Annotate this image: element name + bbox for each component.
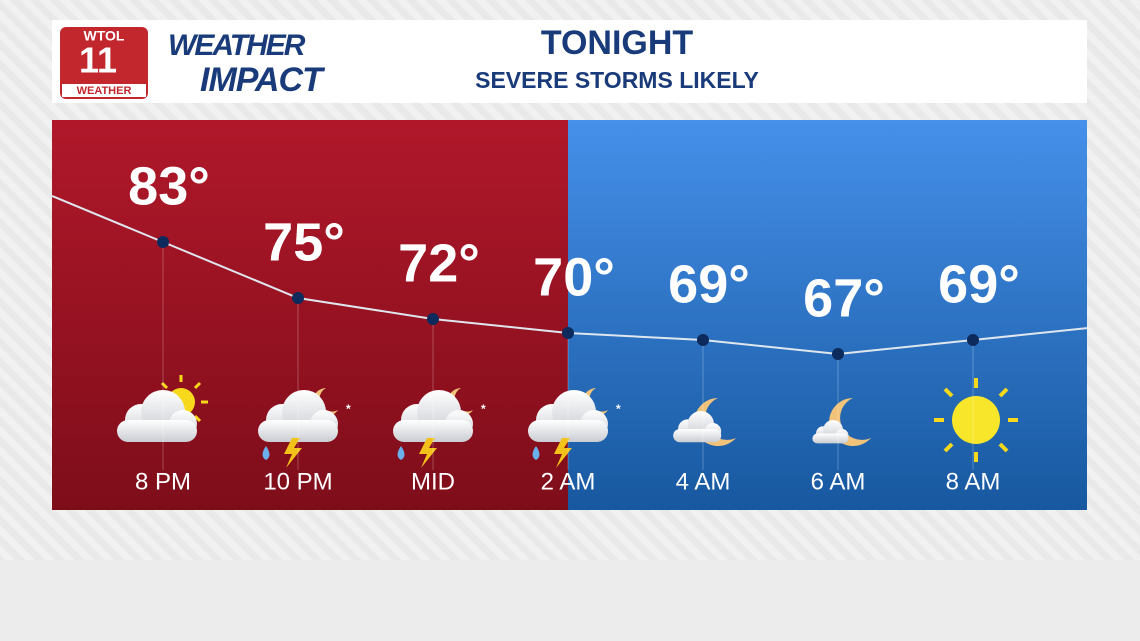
temperature-label: 69°	[668, 254, 750, 314]
temperature-label: 69°	[938, 254, 1020, 314]
header-bar	[52, 20, 1087, 103]
logo-station: WTOL	[84, 28, 125, 44]
point	[832, 348, 844, 360]
point	[562, 327, 574, 339]
line-extension	[51, 195, 164, 243]
line-extension	[972, 327, 1088, 341]
logo-label: WEATHER	[77, 85, 132, 97]
point	[967, 334, 979, 346]
brand-top: WEATHER	[168, 29, 306, 62]
time-label: 4 AM	[676, 468, 731, 495]
logo	[60, 27, 148, 99]
time-label: 6 AM	[811, 468, 866, 495]
logo-channel: 11	[79, 40, 117, 81]
title: TONIGHT	[541, 24, 694, 62]
point	[697, 334, 709, 346]
brand-bottom: IMPACT	[200, 61, 326, 99]
subtitle: SEVERE STORMS LIKELY	[475, 67, 759, 93]
logo-strip	[62, 84, 146, 97]
temperature-label: 83°	[128, 156, 210, 216]
icon-sun	[934, 378, 1018, 462]
panel-red	[52, 120, 568, 510]
icon-night-cloud	[812, 398, 871, 446]
point	[157, 236, 169, 248]
time-label: MID	[411, 468, 455, 495]
point	[292, 292, 304, 304]
icon-night-cloud	[673, 398, 736, 446]
time-label: 10 PM	[263, 468, 332, 495]
temperature-label: 70°	[533, 247, 615, 307]
time-label: 8 AM	[946, 468, 1001, 495]
temperature-label: 72°	[398, 233, 480, 293]
temperature-label: 75°	[263, 212, 345, 272]
footer-band	[0, 560, 1140, 641]
point	[427, 313, 439, 325]
temperature-label: 67°	[803, 268, 885, 328]
time-label: 2 AM	[541, 468, 596, 495]
weather-icons	[117, 373, 1018, 468]
time-label: 8 PM	[135, 468, 191, 495]
